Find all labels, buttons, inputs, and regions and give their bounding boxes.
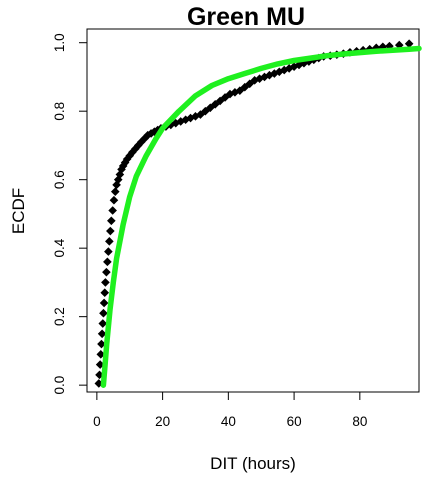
y-tick-label: 0.4 — [52, 238, 67, 257]
ecdf-point — [98, 319, 108, 328]
y-tick-label: 0.6 — [52, 170, 67, 189]
ecdf-point — [196, 110, 205, 119]
x-tick-label: 80 — [352, 414, 367, 429]
y-axis-label: ECDF — [9, 188, 28, 234]
ecdf-point — [103, 257, 112, 267]
ecdf-point — [106, 226, 115, 236]
y-tick-label: 0.8 — [52, 102, 67, 121]
ecdf-point — [104, 247, 113, 256]
ecdf-point — [245, 79, 255, 89]
y-tick-label: 0.0 — [52, 376, 67, 395]
x-axis: 0 20 40 60 80 — [93, 391, 367, 429]
ecdf-point — [240, 82, 250, 92]
ecdf-point — [115, 170, 125, 179]
y-tick-label: 1.0 — [52, 33, 67, 52]
ecdf-point — [97, 339, 106, 349]
ecdf-point — [96, 350, 106, 359]
ecdf-point — [102, 267, 111, 277]
y-axis: 0.0 0.2 0.4 0.6 0.8 1.0 — [52, 33, 88, 395]
ecdf-point — [205, 103, 215, 113]
x-tick-label: 60 — [287, 414, 302, 429]
x-tick-label: 40 — [221, 414, 236, 429]
ecdf-point — [235, 86, 245, 95]
ecdf-point — [210, 100, 220, 109]
ecdf-point — [109, 195, 119, 205]
ecdf-point — [113, 175, 123, 184]
ecdf-point — [101, 278, 110, 287]
ecdf-point — [99, 298, 109, 308]
fitted-cdf-line — [100, 45, 422, 388]
x-tick-label: 0 — [93, 414, 101, 429]
ecdf-point — [99, 308, 108, 318]
ecdf-point — [215, 96, 225, 106]
ecdf-point — [97, 329, 107, 339]
ecdf-point — [108, 206, 117, 215]
ecdf-point — [220, 93, 230, 102]
ecdf-point — [100, 288, 110, 297]
ecdf-point — [110, 187, 120, 196]
y-tick-label: 0.2 — [52, 307, 67, 326]
chart-title: Green MU — [187, 3, 305, 31]
ecdf-point — [201, 106, 210, 116]
plot-area — [94, 39, 422, 388]
ecdf-point — [404, 39, 414, 49]
ecdf-point — [105, 237, 114, 246]
x-tick-label: 20 — [155, 414, 170, 429]
x-axis-label: DIT (hours) — [210, 454, 296, 473]
ecdf-point — [107, 216, 116, 226]
